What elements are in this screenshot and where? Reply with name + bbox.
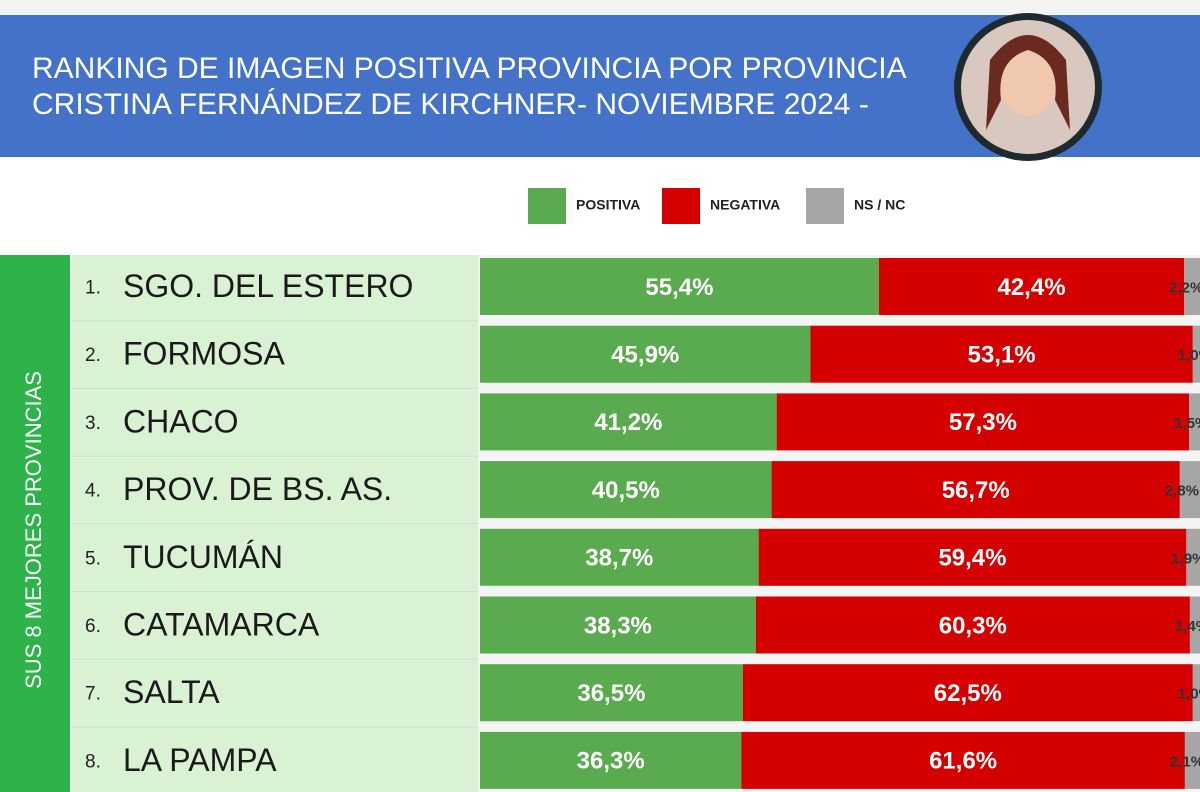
rank-label: 7. — [85, 684, 101, 705]
bar-segment — [1186, 528, 1200, 586]
bar-segment — [480, 461, 772, 519]
value-label: 61,6% — [929, 748, 997, 775]
bar-segment — [1189, 393, 1200, 451]
value-label: 55,4% — [645, 274, 713, 301]
category-label: CHACO — [123, 403, 239, 439]
bar-segment — [742, 664, 1193, 722]
rank-label: 4. — [85, 481, 101, 502]
rank-label: 6. — [85, 616, 101, 637]
bar-segment — [810, 325, 1193, 383]
side-strip — [0, 255, 70, 792]
bar-segment — [1192, 664, 1200, 722]
rank-label: 5. — [85, 548, 101, 569]
value-label: 2,8% — [1165, 483, 1199, 500]
bar-segment — [480, 731, 742, 789]
bar-segment — [480, 393, 777, 451]
value-label: 38,3% — [584, 612, 652, 639]
bar-segment — [878, 258, 1185, 315]
bar-segment — [741, 731, 1185, 789]
bar-segment — [1189, 596, 1200, 654]
category-label: SGO. DEL ESTERO — [123, 268, 413, 304]
value-label: 2,1% — [1170, 753, 1200, 770]
chart-title: RANKING DE IMAGEN POSITIVA PROVINCIA POR… — [32, 52, 907, 85]
legend-band — [0, 157, 1200, 255]
value-label: 1,0% — [1178, 347, 1200, 364]
rank-label: 1. — [85, 278, 101, 299]
value-label: 56,7% — [942, 477, 1010, 504]
legend-label: NS / NC — [854, 197, 905, 213]
rank-label: 3. — [85, 413, 101, 434]
bar-segment — [480, 664, 743, 722]
bar-segment — [480, 325, 811, 383]
category-label: TUCUMÁN — [123, 539, 283, 575]
bar-segment — [776, 393, 1190, 451]
value-label: 1,9% — [1171, 550, 1200, 567]
bar-segment — [480, 528, 759, 586]
value-label: 42,4% — [997, 274, 1065, 301]
value-label: 36,5% — [577, 680, 645, 707]
value-label: 60,3% — [939, 612, 1007, 639]
category-label: SALTA — [123, 674, 220, 710]
portrait-face — [998, 44, 1058, 116]
legend-label: POSITIVA — [576, 197, 640, 213]
legend-swatch — [662, 188, 700, 224]
category-label: FORMOSA — [123, 336, 285, 372]
bar-segment — [480, 258, 879, 315]
category-label: LA PAMPA — [123, 742, 277, 778]
value-label: 36,3% — [577, 748, 645, 775]
rank-label: 8. — [85, 751, 101, 772]
value-label: 45,9% — [611, 342, 679, 369]
bar-segment — [771, 461, 1180, 519]
bar-segment — [758, 528, 1187, 586]
portrait-hair — [986, 35, 1070, 130]
legend-label: NEGATIVA — [710, 197, 780, 213]
bar-segment — [1184, 731, 1200, 789]
value-label: 1,4% — [1175, 618, 1200, 635]
bar-segment — [1179, 461, 1200, 519]
value-label: 1,5% — [1174, 415, 1200, 432]
chart-subtitle: CRISTINA FERNÁNDEZ DE KIRCHNER- NOVIEMBR… — [32, 88, 869, 121]
value-label: 40,5% — [592, 477, 660, 504]
bar-segment — [480, 596, 756, 654]
legend-swatch — [528, 188, 566, 224]
bar-segment — [1192, 325, 1200, 383]
value-label: 41,2% — [594, 409, 662, 436]
value-label: 57,3% — [949, 409, 1017, 436]
side-label: SUS 8 MEJORES PROVINCIAS — [21, 371, 46, 689]
rank-label: 2. — [85, 345, 101, 366]
value-label: 1,0% — [1178, 686, 1200, 703]
legend-swatch — [806, 188, 844, 224]
value-label: 53,1% — [968, 342, 1036, 369]
category-label: CATAMARCA — [123, 606, 320, 642]
value-label: 2,2% — [1169, 279, 1200, 296]
category-label: PROV. DE BS. AS. — [123, 471, 392, 507]
bar-segment — [755, 596, 1190, 654]
value-label: 62,5% — [934, 680, 1002, 707]
value-label: 59,4% — [938, 545, 1006, 572]
value-label: 38,7% — [585, 545, 653, 572]
bar-segment — [1184, 258, 1200, 315]
